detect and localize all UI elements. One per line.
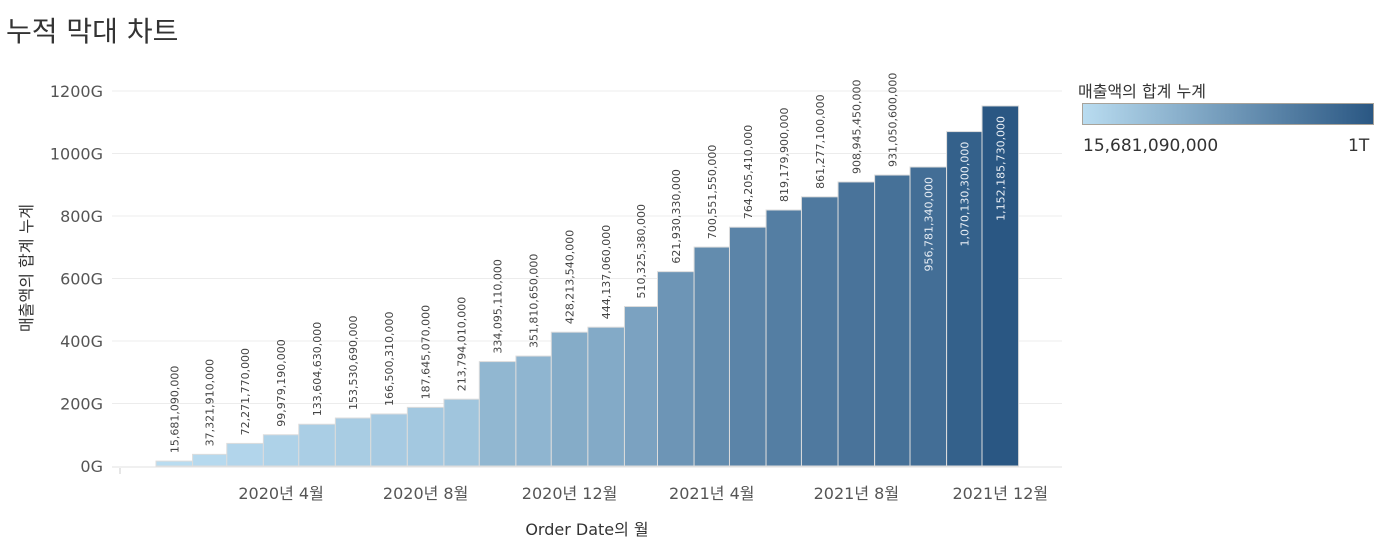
bar-value-label: 334,095,110,000	[492, 259, 505, 353]
bar-value-label: 351,810,650,000	[528, 254, 541, 348]
x-tick-label: 2021년 8월	[814, 484, 899, 503]
bar-value-label: 428,213,540,000	[564, 230, 577, 324]
legend-max-label: 1T	[1348, 136, 1370, 156]
bar	[262, 434, 300, 467]
bar	[874, 174, 911, 467]
bar	[728, 226, 767, 467]
bar-value-label: 764,205,410,000	[742, 125, 755, 219]
bar-chart: 0G 200G 400G 600G 800G 1000G 1200G 15,681,090,0…	[17, 73, 1062, 539]
bar	[693, 246, 730, 467]
bar	[765, 209, 802, 467]
bar	[800, 196, 839, 467]
y-tick-label: 1200G	[50, 82, 103, 101]
bar	[226, 442, 264, 467]
bar	[155, 460, 194, 467]
y-tick-label: 1000G	[50, 145, 103, 164]
y-tick-label: 0G	[80, 457, 103, 476]
bar	[623, 306, 659, 467]
x-tick-label: 2021년 12월	[952, 484, 1048, 503]
bar	[406, 406, 445, 467]
bar	[515, 355, 552, 467]
bar-value-label: 187,645,070,000	[420, 305, 433, 399]
chart-title: 누적 막대 차트	[6, 15, 179, 48]
y-tick-label: 600G	[60, 270, 103, 289]
bar-value-label: 166,500,310,000	[383, 311, 396, 405]
bar	[334, 417, 372, 467]
y-axis-title: 매출액의 합계 누계	[17, 204, 36, 332]
legend-color-ramp	[1082, 103, 1374, 125]
bar-value-label: 72,271,770,000	[239, 348, 252, 435]
bar	[192, 453, 228, 467]
bar-value-label: 15,681,090,000	[168, 366, 181, 453]
x-tick-label: 2020년 12월	[522, 484, 618, 503]
bar	[946, 131, 983, 467]
y-tick-label: 800G	[60, 207, 103, 226]
bar-value-label: 153,530,690,000	[347, 316, 360, 410]
bar	[837, 181, 876, 467]
y-tick-label: 200G	[60, 395, 103, 414]
bar-value-label: 956,781,340,000	[922, 177, 935, 271]
bar-value-label: 133,604,630,000	[311, 322, 324, 416]
bar	[550, 331, 589, 467]
bar-value-label: 908,945,450,000	[850, 79, 863, 173]
bar-value-label: 819,179,900,000	[778, 108, 791, 202]
y-tick-label: 400G	[60, 332, 103, 351]
bar-value-label: 700,551,550,000	[706, 145, 719, 239]
bar-value-label: 931,050,600,000	[886, 73, 899, 167]
bar-value-label: 213,794,010,000	[456, 297, 469, 391]
bar	[298, 423, 336, 467]
bar-value-label: 1,070,130,300,000	[958, 142, 971, 247]
bar	[981, 105, 1020, 467]
bar-value-label: 621,930,330,000	[670, 169, 683, 263]
legend-min-label: 15,681,090,000	[1083, 136, 1219, 156]
bar-value-label: 99,979,190,000	[275, 339, 288, 426]
bar-value-label: 510,325,380,000	[635, 204, 648, 298]
legend-title: 매출액의 합계 누계	[1078, 82, 1206, 101]
x-tick-label: 2020년 8월	[383, 484, 468, 503]
bar-value-label: 1,152,185,730,000	[994, 116, 1007, 221]
bar	[657, 271, 695, 467]
bar-value-label: 861,277,100,000	[814, 94, 827, 188]
bar-value-label: 37,321,910,000	[204, 359, 217, 446]
bar-value-label: 444,137,060,000	[600, 225, 613, 319]
bar	[478, 361, 517, 467]
bar	[443, 398, 480, 467]
x-tick-label: 2020년 4월	[238, 484, 323, 503]
bar	[909, 166, 948, 467]
bar	[370, 413, 408, 467]
x-axis-title: Order Date의 월	[525, 520, 648, 539]
bar	[587, 326, 625, 467]
x-tick-label: 2021년 4월	[669, 484, 754, 503]
